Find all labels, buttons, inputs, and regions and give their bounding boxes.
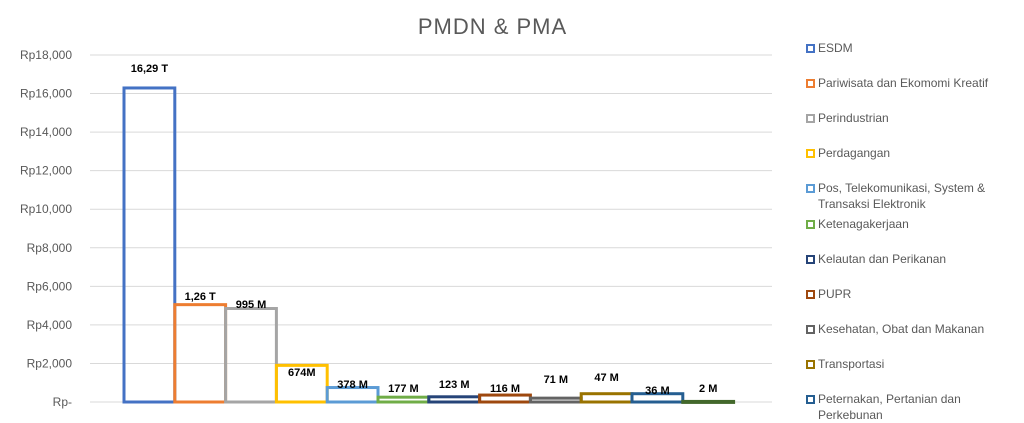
legend-swatch — [806, 255, 815, 264]
y-tick-label: Rp2,000 — [27, 356, 73, 370]
legend-swatch — [806, 290, 815, 299]
legend-item: Transportasi — [806, 356, 1021, 372]
y-tick-label: Rp- — [53, 395, 72, 409]
y-tick-label: Rp4,000 — [27, 318, 73, 332]
legend-item: ESDM — [806, 40, 1021, 56]
legend-swatch — [806, 360, 815, 369]
bar — [630, 392, 685, 404]
legend-item: Pariwisata dan Ekomomi Kreatif — [806, 75, 1021, 91]
legend-label: Perindustrian — [818, 111, 889, 125]
bar — [427, 395, 482, 404]
bar — [274, 363, 329, 404]
y-tick-label: Rp6,000 — [27, 279, 73, 293]
legend-label: Kelautan dan Perikanan — [818, 252, 947, 266]
y-tick-label: Rp16,000 — [20, 87, 72, 101]
bar — [224, 307, 278, 404]
legend-label: Perdagangan — [818, 146, 891, 160]
y-tick-label: Rp18,000 — [20, 48, 72, 62]
legend-label: Ketenagakerjaan — [818, 217, 909, 231]
bar — [681, 399, 736, 404]
data-label: 995 M — [236, 299, 267, 311]
bar — [478, 393, 532, 404]
bar — [325, 386, 380, 404]
legend-label: Kesehatan, Obat dan Makanan — [818, 322, 985, 336]
legend-swatch — [806, 149, 815, 158]
legend-swatch — [806, 220, 815, 229]
data-label: 16,29 T — [131, 63, 169, 75]
legend-label: Transportasi — [818, 357, 885, 371]
data-label: 36 M — [645, 385, 669, 397]
legend-item: Pos, Telekomunikasi, System & Transaksi … — [806, 180, 1021, 212]
legend-label: PUPR — [818, 287, 852, 301]
legend-item: Kesehatan, Obat dan Makanan — [806, 321, 1021, 337]
y-tick-label: Rp12,000 — [20, 164, 72, 178]
chart-title: PMDN & PMA — [417, 14, 568, 39]
data-label: 71 M — [544, 374, 568, 386]
data-label: 116 M — [490, 383, 520, 395]
bar — [528, 396, 583, 404]
bar — [122, 86, 177, 404]
y-tick-label: Rp10,000 — [20, 202, 72, 216]
y-tick-label: Rp14,000 — [20, 125, 72, 139]
legend-item: Perindustrian — [806, 110, 1021, 126]
legend-swatch — [806, 184, 815, 193]
bars — [122, 86, 736, 404]
legend-item: Ketenagakerjaan — [806, 216, 1021, 232]
y-tick-label: Rp8,000 — [27, 241, 73, 255]
bar — [173, 303, 228, 404]
legend-label: Peternakan, Pertanian dan Perkebunan — [818, 392, 961, 422]
legend-swatch — [806, 114, 815, 123]
legend-swatch — [806, 395, 815, 404]
data-label: 47 M — [594, 372, 618, 384]
legend-label: ESDM — [818, 41, 853, 55]
legend-label: Pariwisata dan Ekomomi Kreatif — [818, 76, 989, 90]
legend-item: Peternakan, Pertanian dan Perkebunan — [806, 391, 1021, 423]
data-label: 2 M — [699, 383, 717, 395]
legend-swatch — [806, 325, 815, 334]
bar — [376, 395, 431, 404]
legend-item: PUPR — [806, 286, 1021, 302]
gridlines — [90, 54, 772, 403]
legend-item: Perdagangan — [806, 145, 1021, 161]
data-label: 177 M — [388, 383, 419, 395]
data-label: 674M — [288, 367, 316, 379]
y-axis-ticks: Rp- Rp2,000 Rp4,000 Rp6,000 Rp8,000 Rp10,000 R… — [20, 48, 72, 409]
data-labels: 16,29 T 1,26 T 995 M 674M 378 M 177 M 123 M 116… — [131, 63, 718, 397]
data-label: 1,26 T — [185, 291, 216, 303]
data-label: 378 M — [337, 379, 368, 391]
bar — [579, 392, 634, 404]
legend-label: Pos, Telekomunikasi, System & Transaksi … — [818, 181, 986, 211]
legend-item: Kelautan dan Perikanan — [806, 251, 1021, 267]
data-label: 123 M — [439, 379, 470, 391]
legend-swatch — [806, 44, 815, 53]
legend-swatch — [806, 79, 815, 88]
